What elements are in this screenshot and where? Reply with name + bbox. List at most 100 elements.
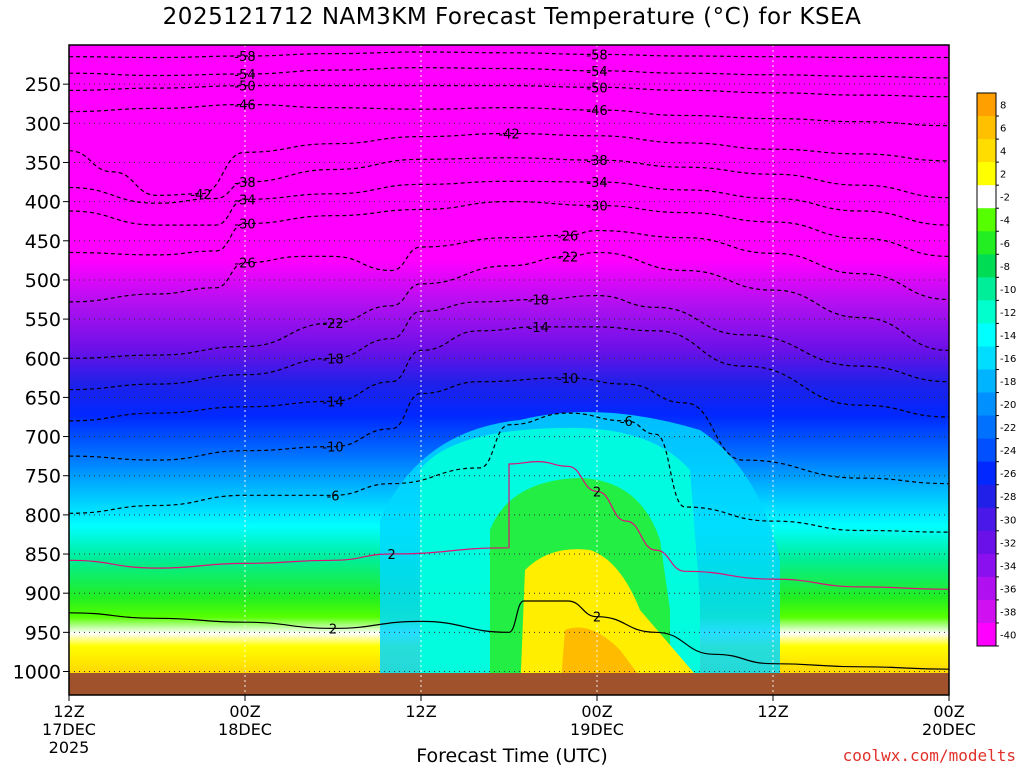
x-tick-label: 17DEC	[42, 720, 96, 739]
colorbar-label: -14	[1000, 331, 1016, 342]
colorbar-label: -20	[1000, 400, 1016, 411]
y-tick-label: 600	[25, 348, 61, 370]
isotherm-label: -54	[586, 65, 607, 80]
colorbar-label: -32	[1000, 538, 1016, 549]
isotherm-label: -14	[322, 395, 343, 410]
x-tick-label: 00Z	[933, 702, 964, 721]
colorbar-label: -36	[1000, 584, 1016, 595]
colorbar-swatch	[977, 254, 996, 278]
colorbar-label: -6	[1000, 239, 1010, 250]
colorbar-swatch	[977, 300, 996, 324]
colorbar-label: -10	[1000, 285, 1016, 296]
colorbar-label: -8	[1000, 262, 1010, 273]
warm-dome-layers	[380, 412, 780, 695]
x-tick-label: 00Z	[229, 702, 260, 721]
isotherm-label: -58	[586, 48, 607, 63]
isotherm-label: -18	[322, 352, 343, 367]
y-tick-label: 950	[25, 622, 61, 644]
x-tick-label: 12Z	[757, 702, 788, 721]
colorbar-label: -18	[1000, 377, 1016, 388]
isotherm-label: -22	[557, 250, 578, 265]
colorbar-swatch	[977, 116, 996, 140]
isotherm-label: -30	[586, 200, 607, 215]
y-tick-label: 300	[25, 113, 61, 135]
isotherm-line	[69, 157, 949, 204]
colorbar-label: -12	[1000, 308, 1016, 319]
x-tick-label: 12Z	[405, 702, 436, 721]
isotherm-label: 2	[593, 611, 601, 626]
isotherm-line	[69, 460, 949, 590]
y-tick-label: 400	[25, 192, 61, 214]
x-tick-label: 00Z	[581, 702, 612, 721]
y-tick-label: 700	[25, 427, 61, 449]
isotherm-label: 2	[329, 622, 337, 637]
isotherm-label: -26	[234, 257, 255, 272]
isotherm-contours: -58 -58-54 -54-50 -50-46 -46-42-42-38-38-34-…	[69, 48, 949, 670]
isotherm-label: -18	[528, 294, 549, 309]
isotherm-label: -54	[234, 68, 255, 83]
colorbar-label: 4	[1000, 147, 1006, 158]
colorbar-label: -26	[1000, 469, 1016, 480]
colorbar-swatch	[977, 530, 996, 555]
isotherm-label: -10	[322, 441, 343, 456]
x-tick-label: 20DEC	[922, 720, 976, 739]
colorbar-swatch	[977, 553, 996, 578]
colorbar-swatch	[977, 208, 996, 232]
colorbar-swatch	[977, 231, 996, 255]
y-tick-label: 350	[25, 152, 61, 174]
credit-text: coolwx.com/modelts	[842, 746, 1016, 765]
isotherm-line	[69, 200, 949, 257]
isotherm-label: -38	[234, 176, 255, 191]
isotherm-label: -6	[620, 415, 633, 430]
isotherm-label: -38	[586, 154, 607, 169]
x-tick-label: 19DEC	[570, 720, 624, 739]
x-tick-label: 18DEC	[218, 720, 272, 739]
x-tick-label: 12Z	[53, 702, 84, 721]
colorbar-swatch	[977, 392, 996, 417]
isotherm-line	[69, 326, 949, 422]
isotherm-label: 2	[388, 548, 396, 563]
isotherm-label: -50	[234, 80, 255, 95]
isotherm-label: -42	[190, 188, 211, 203]
ground-layer	[69, 673, 949, 695]
colorbar-label: 6	[1000, 124, 1006, 135]
colorbar-swatch	[977, 93, 996, 117]
isotherm-line	[69, 600, 949, 670]
colorbar-label: -38	[1000, 607, 1016, 618]
colorbar-swatch	[977, 369, 996, 394]
y-tick-label: 850	[25, 544, 61, 566]
y-tick-label: 500	[25, 270, 61, 292]
isotherm-label: -30	[234, 218, 255, 233]
colorbar-swatch	[977, 507, 996, 532]
isotherm-label: -46	[234, 99, 255, 114]
colorbar-legend: 8 6 4 2 -2 -4 -6 -8 -10 -12 -14 -16 -18 -20 -22 -24 -26 -…	[976, 92, 1016, 647]
y-tick-label: 550	[25, 309, 61, 331]
isotherm-line	[69, 412, 949, 533]
isotherm-label: -50	[586, 81, 607, 96]
isotherm-label: -34	[234, 193, 255, 208]
x-tick-label: 2025	[49, 738, 90, 757]
colorbar-label: -30	[1000, 515, 1016, 526]
isotherm-label: -14	[528, 321, 549, 336]
y-tick-label: 650	[25, 387, 61, 409]
isotherm-label: 2	[593, 485, 601, 500]
isotherm-label: -46	[586, 104, 607, 119]
isotherm-label: -22	[322, 317, 343, 332]
colorbar-swatch	[977, 438, 996, 463]
colorbar-swatch	[977, 484, 996, 509]
colorbar-swatch	[977, 139, 996, 163]
isotherm-line	[69, 229, 949, 303]
x-gridlines	[244, 45, 774, 695]
isotherm-label: -10	[557, 372, 578, 387]
isotherm-label: -58	[234, 50, 255, 65]
colorbar-label: -16	[1000, 354, 1016, 365]
colorbar-swatch	[977, 185, 996, 209]
isotherm-label: -34	[586, 176, 607, 191]
y-tick-label: 250	[25, 74, 61, 96]
y-tick-label: 450	[25, 231, 61, 253]
colorbar-swatch	[977, 622, 996, 647]
x-axis-title: Forecast Time (UTC)	[416, 745, 608, 767]
isotherm-label: -6	[327, 489, 340, 504]
